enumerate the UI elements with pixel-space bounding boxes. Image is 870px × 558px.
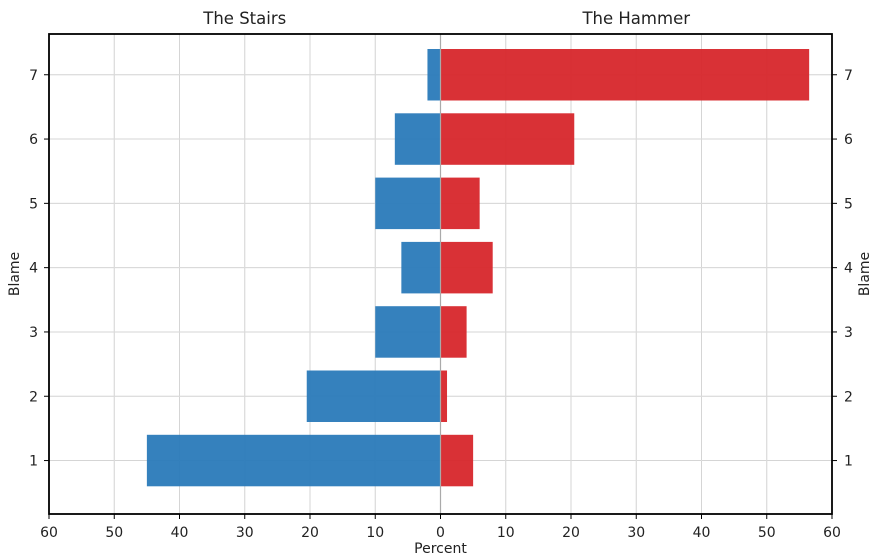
bars-layer	[146, 49, 810, 487]
x-tick-label: 50	[105, 525, 123, 541]
y-tick-label-left: 6	[29, 132, 38, 148]
axes-layer	[44, 33, 837, 519]
x-tick-label: 0	[436, 525, 445, 541]
x-tick-label: 60	[40, 525, 58, 541]
y-tick-label-left: 5	[29, 196, 38, 212]
hammer-bar-5	[440, 177, 480, 230]
x-tick-label: 40	[693, 525, 711, 541]
stairs-bar-6	[394, 113, 441, 165]
y-tick-label-left: 3	[29, 325, 38, 341]
x-tick-label: 50	[758, 525, 776, 541]
hammer-bar-2	[440, 370, 448, 422]
stairs-bar-3	[375, 306, 441, 358]
stairs-bar-2	[306, 370, 441, 422]
x-axis-title: Percent	[414, 541, 467, 557]
hammer-bar-3	[440, 306, 467, 358]
hammer-bar-1	[440, 434, 474, 487]
y-tick-label-right: 5	[844, 196, 853, 212]
x-tick-label: 10	[497, 525, 515, 541]
y-tick-label-right: 1	[844, 454, 853, 470]
y-tick-label-right: 7	[844, 68, 853, 84]
hammer-bar-7	[440, 49, 810, 101]
y-tick-label-left: 4	[29, 261, 38, 277]
stairs-bar-1	[146, 434, 441, 487]
x-tick-label: 40	[171, 525, 189, 541]
x-tick-label: 10	[366, 525, 384, 541]
x-tick-label: 30	[627, 525, 645, 541]
y-tick-label-left: 2	[29, 389, 38, 405]
title-hammer: The Hammer	[581, 9, 690, 28]
y-axis-title-left: Blame	[7, 252, 23, 296]
x-tick-label: 20	[301, 525, 319, 541]
y-tick-label-left: 7	[29, 68, 38, 84]
title-stairs: The Stairs	[202, 9, 286, 28]
stairs-bar-5	[375, 177, 441, 230]
y-tick-label-right: 4	[844, 261, 853, 277]
x-tick-label: 20	[562, 525, 580, 541]
hammer-bar-4	[440, 241, 493, 294]
labels-layer: 60 50 40 30 20 10 0 10 20 30 40 50 60 1 1 2 2 3 3 4 4 5 5 6 6 7 7 P…	[7, 9, 870, 557]
stairs-bar-4	[401, 241, 441, 294]
y-tick-label-right: 3	[844, 325, 853, 341]
x-tick-label: 60	[823, 525, 841, 541]
y-tick-label-right: 6	[844, 132, 853, 148]
hammer-bar-6	[440, 113, 575, 165]
stairs-bar-7	[427, 49, 441, 101]
y-tick-label-right: 2	[844, 389, 853, 405]
x-tick-label: 30	[236, 525, 254, 541]
y-axis-title-right: Blame	[857, 252, 870, 296]
y-tick-label-left: 1	[29, 454, 38, 470]
